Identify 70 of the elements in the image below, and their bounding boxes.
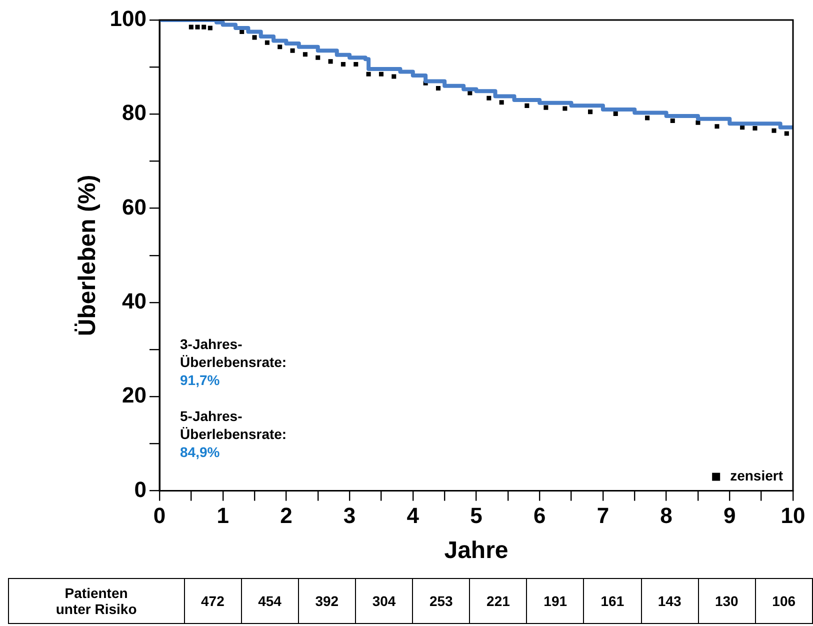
x-tick-label: 10 bbox=[780, 503, 806, 528]
legend-label: zensiert bbox=[730, 468, 784, 484]
y-tick-label: 80 bbox=[122, 100, 147, 126]
point bbox=[613, 111, 618, 116]
text: 221 bbox=[470, 578, 527, 624]
text: 392 bbox=[298, 578, 356, 624]
x-tick-label: 2 bbox=[280, 503, 292, 528]
point bbox=[240, 30, 244, 34]
annotation: 84,9% bbox=[180, 444, 220, 460]
x-tick-label: 9 bbox=[724, 503, 736, 528]
text: 130 bbox=[698, 578, 756, 624]
text: 161 bbox=[584, 578, 641, 624]
text: 253 bbox=[412, 578, 470, 624]
text: 191 bbox=[526, 578, 584, 624]
point bbox=[499, 100, 504, 105]
point bbox=[195, 24, 200, 30]
y-tick-label: 60 bbox=[122, 194, 147, 220]
point bbox=[645, 116, 650, 120]
x-tick-label: 0 bbox=[153, 503, 166, 528]
point bbox=[670, 118, 675, 124]
point bbox=[252, 35, 257, 40]
point bbox=[378, 72, 384, 76]
point bbox=[740, 125, 745, 130]
point bbox=[328, 59, 333, 64]
y-axis-title: Überleben (%) bbox=[74, 174, 102, 336]
x-tick-label: 7 bbox=[596, 503, 610, 528]
point bbox=[188, 24, 194, 30]
point bbox=[436, 86, 441, 91]
annotation: 5-Jahres- Überlebensrate: bbox=[180, 408, 287, 442]
annotation: 3-Jahres- Überlebensrate: bbox=[180, 336, 287, 370]
point bbox=[714, 124, 720, 129]
x-tick-label: 1 bbox=[216, 503, 229, 528]
text: Patienten unter Risiko bbox=[8, 578, 184, 624]
text: 304 bbox=[355, 578, 413, 624]
point bbox=[208, 26, 212, 30]
point bbox=[290, 48, 295, 53]
x-tick-label: 4 bbox=[406, 503, 420, 528]
point bbox=[366, 72, 371, 76]
x-tick-label: 5 bbox=[470, 503, 482, 528]
x-axis-title: Jahre bbox=[444, 537, 508, 564]
text: 143 bbox=[641, 578, 698, 624]
y-tick-label: 0 bbox=[134, 476, 147, 502]
text: 454 bbox=[241, 578, 298, 624]
point bbox=[316, 55, 320, 60]
point bbox=[468, 90, 472, 96]
y-tick-label: 100 bbox=[110, 6, 147, 32]
y-tick-label: 20 bbox=[122, 382, 147, 408]
x-tick-label: 8 bbox=[660, 503, 672, 528]
point bbox=[278, 44, 282, 50]
point bbox=[264, 40, 270, 45]
point bbox=[392, 74, 396, 79]
x-tick-label: 3 bbox=[343, 503, 356, 528]
point bbox=[784, 131, 789, 136]
point bbox=[562, 106, 568, 111]
point bbox=[544, 105, 548, 110]
point bbox=[354, 62, 358, 67]
point bbox=[486, 96, 492, 100]
point bbox=[772, 128, 776, 133]
text: 106 bbox=[755, 578, 812, 624]
point bbox=[696, 120, 700, 125]
point bbox=[202, 24, 206, 30]
x-tick-label: 6 bbox=[533, 503, 546, 528]
point bbox=[340, 62, 346, 67]
point bbox=[302, 52, 308, 57]
point bbox=[588, 110, 593, 114]
point bbox=[752, 126, 758, 131]
point bbox=[524, 103, 530, 108]
y-tick-label: 40 bbox=[122, 288, 147, 314]
text: 472 bbox=[184, 578, 242, 624]
annotation: 91,7% bbox=[180, 372, 220, 388]
